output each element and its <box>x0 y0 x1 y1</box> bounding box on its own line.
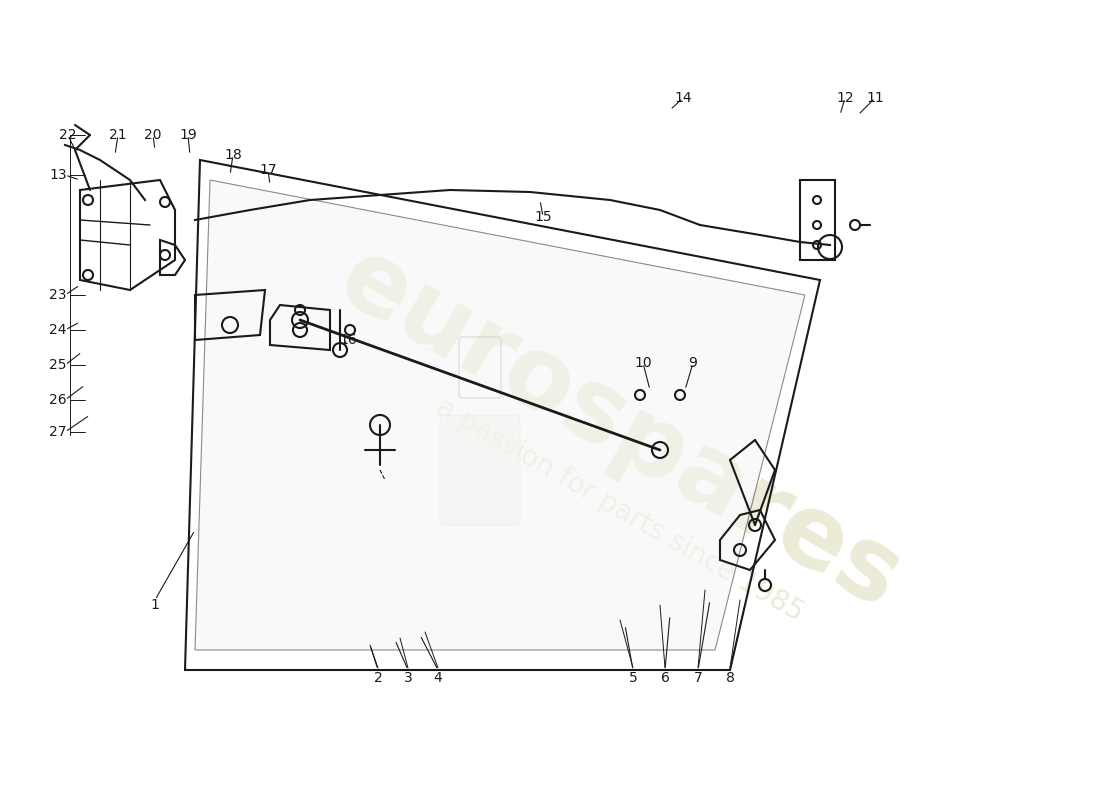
Text: 21: 21 <box>109 128 126 142</box>
Text: 13: 13 <box>50 168 67 182</box>
Text: 16: 16 <box>339 333 356 347</box>
Text: 6: 6 <box>661 671 670 685</box>
Text: 17: 17 <box>260 163 277 177</box>
Text: eurospares: eurospares <box>322 230 918 630</box>
Text: 27: 27 <box>50 425 67 439</box>
Text: 10: 10 <box>635 356 652 370</box>
Text: 25: 25 <box>50 358 67 372</box>
Text: 24: 24 <box>50 323 67 337</box>
Text: 19: 19 <box>179 128 197 142</box>
Text: 11: 11 <box>866 91 884 105</box>
Text: 14: 14 <box>674 91 692 105</box>
Text: 18: 18 <box>224 148 242 162</box>
Text: 26: 26 <box>50 393 67 407</box>
Text: 5: 5 <box>628 671 637 685</box>
Text: 20: 20 <box>144 128 162 142</box>
Text: 1: 1 <box>151 598 160 612</box>
Text: 12: 12 <box>836 91 854 105</box>
Text: a passion for parts since 1985: a passion for parts since 1985 <box>431 393 808 627</box>
Text: 2: 2 <box>374 671 383 685</box>
Text: 9: 9 <box>689 356 697 370</box>
FancyBboxPatch shape <box>440 415 520 525</box>
Text: 8: 8 <box>726 671 735 685</box>
Polygon shape <box>195 180 805 650</box>
Text: 15: 15 <box>535 210 552 224</box>
Text: 7: 7 <box>694 671 703 685</box>
Text: 23: 23 <box>50 288 67 302</box>
Text: 4: 4 <box>433 671 442 685</box>
Text: 3: 3 <box>404 671 412 685</box>
Text: 22: 22 <box>59 128 77 142</box>
